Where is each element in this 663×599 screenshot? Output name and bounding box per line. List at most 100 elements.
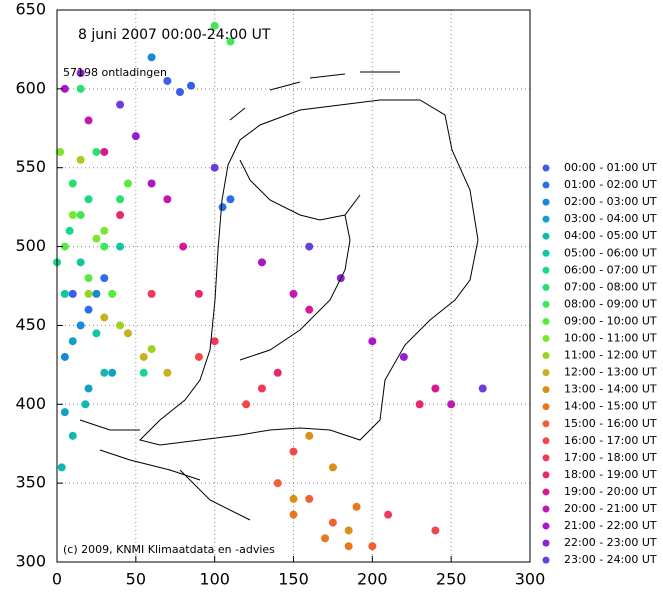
legend-swatch [542, 369, 550, 377]
legend-label: 17:00 - 18:00 UT [564, 451, 657, 464]
discharge-point [163, 195, 172, 204]
discharge-point [289, 447, 298, 456]
discharge-point [60, 408, 69, 417]
discharge-point [123, 179, 132, 188]
discharge-point [139, 368, 148, 377]
legend-label: 10:00 - 11:00 UT [564, 332, 657, 345]
discharge-point [84, 116, 93, 125]
legend-swatch [542, 454, 550, 462]
discharge-point [76, 69, 85, 78]
legend-label: 16:00 - 17:00 UT [564, 434, 657, 447]
discharge-point [76, 258, 85, 267]
legend-label: 04:00 - 05:00 UT [564, 229, 657, 242]
annotation: (c) 2009, KNMI Klimaatdata en -advies [63, 543, 275, 556]
legend-swatch [542, 556, 550, 564]
discharge-point [76, 321, 85, 330]
discharge-point [163, 368, 172, 377]
legend-swatch [542, 386, 550, 394]
discharge-point [123, 329, 132, 338]
discharge-point [431, 526, 440, 535]
discharge-point [344, 526, 353, 535]
chart-title: 8 juni 2007 00:00-24:00 UT [78, 27, 271, 43]
legend-swatch [542, 522, 550, 530]
legend-swatch [542, 283, 550, 291]
discharge-point [431, 384, 440, 393]
discharge-point [368, 542, 377, 551]
legend-label: 00:00 - 01:00 UT [564, 161, 657, 174]
map-outline [79, 71, 479, 521]
y-tick-label: 550 [15, 157, 46, 176]
discharge-point [116, 100, 125, 109]
discharge-point [210, 337, 219, 346]
discharge-point [84, 305, 93, 314]
discharge-point [68, 337, 77, 346]
discharge-point [368, 337, 377, 346]
x-tick-label: 50 [126, 570, 146, 589]
discharge-point [218, 203, 227, 212]
legend-swatch [542, 437, 550, 445]
discharge-point [305, 242, 314, 251]
legend-label: 05:00 - 06:00 UT [564, 246, 657, 259]
legend-swatch [542, 403, 550, 411]
discharge-point [76, 155, 85, 164]
discharge-point [116, 242, 125, 251]
discharge-point [100, 368, 109, 377]
discharge-point [100, 313, 109, 322]
discharge-point [147, 53, 156, 62]
x-tick-label: 300 [515, 570, 546, 589]
chart-subtitle: 57198 ontladingen [63, 66, 167, 79]
discharge-point [147, 345, 156, 354]
discharge-point [415, 400, 424, 409]
discharge-point [92, 289, 101, 298]
discharge-point [305, 305, 314, 314]
discharge-point [68, 289, 77, 298]
y-tick-label: 500 [15, 236, 46, 255]
discharge-point [76, 84, 85, 93]
discharge-point [399, 352, 408, 361]
discharge-point [81, 400, 90, 409]
discharge-point [116, 321, 125, 330]
x-tick-label: 0 [52, 570, 62, 589]
discharge-point [116, 195, 125, 204]
legend-swatch [542, 505, 550, 513]
discharge-point [226, 195, 235, 204]
legend-label: 22:00 - 23:00 UT [564, 536, 657, 549]
discharge-point [84, 195, 93, 204]
discharge-point [68, 211, 77, 220]
legend-label: 19:00 - 20:00 UT [564, 485, 657, 498]
legend-label: 18:00 - 19:00 UT [564, 468, 657, 481]
discharge-point [321, 534, 330, 543]
discharge-point [92, 234, 101, 243]
discharge-point [139, 352, 148, 361]
discharge-point [289, 494, 298, 503]
discharge-point [447, 400, 456, 409]
legend-swatch [542, 181, 550, 189]
discharge-point [210, 163, 219, 172]
discharge-point [210, 21, 219, 30]
legend-label: 02:00 - 03:00 UT [564, 195, 657, 208]
discharge-point [179, 242, 188, 251]
legend-label: 08:00 - 09:00 UT [564, 297, 657, 310]
discharge-point [60, 242, 69, 251]
legend-swatch [542, 266, 550, 274]
discharge-point [60, 84, 69, 93]
discharge-point [56, 147, 65, 156]
legend-label: 03:00 - 04:00 UT [564, 212, 657, 225]
discharge-point [344, 542, 353, 551]
legend-swatch [542, 164, 550, 172]
legend-label: 23:00 - 24:00 UT [564, 553, 657, 566]
discharge-point [92, 147, 101, 156]
discharge-point [84, 274, 93, 283]
legend-swatch [542, 471, 550, 479]
discharge-point [84, 384, 93, 393]
discharge-point [352, 502, 361, 511]
y-tick-label: 450 [15, 315, 46, 334]
discharge-point [68, 179, 77, 188]
legend-swatch [542, 335, 550, 342]
discharge-point [328, 518, 337, 527]
discharge-point [187, 81, 196, 90]
discharge-point [194, 352, 203, 361]
discharge-point [92, 329, 101, 338]
legend-swatch [542, 420, 550, 428]
